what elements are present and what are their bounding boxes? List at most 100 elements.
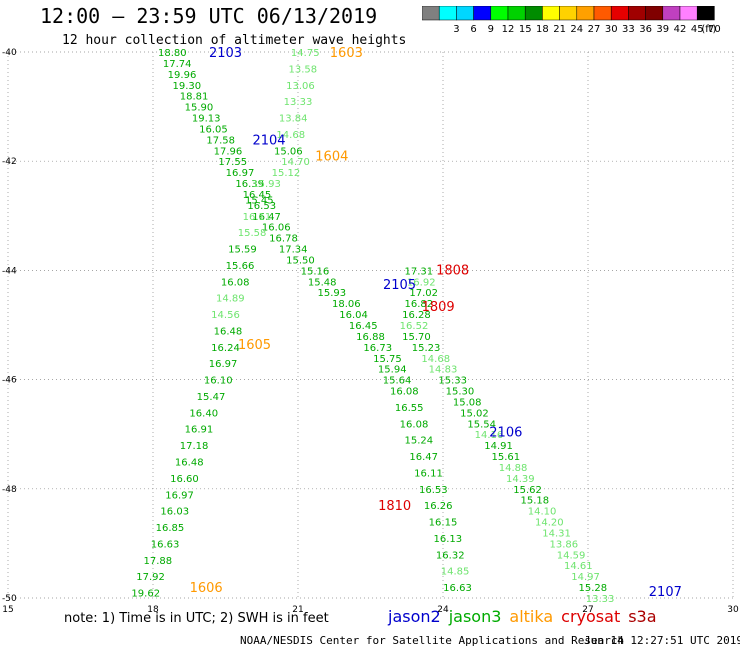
wave-height-point: 16.04 — [339, 310, 368, 321]
wave-height-point: 13.84 — [279, 114, 308, 125]
wave-height-point: 17.92 — [136, 572, 165, 583]
wave-height-point: 13.33 — [284, 97, 313, 108]
y-tick-label: -44 — [2, 266, 17, 276]
wave-height-point: 15.54 — [467, 419, 496, 430]
colorbar-tick-label: 70 — [708, 24, 721, 35]
chart-title: 12:00 – 23:59 UTC 06/13/2019 — [40, 4, 378, 28]
wave-height-point: 15.90 — [185, 103, 214, 114]
wave-height-point: 15.12 — [272, 168, 301, 179]
wave-height-point: 14.68 — [421, 354, 450, 365]
wave-height-point: 19.62 — [131, 589, 160, 600]
wave-height-point: 16.60 — [170, 474, 199, 485]
colorbar-tick-label: 42 — [674, 24, 687, 35]
wave-height-point: 16.97 — [209, 359, 238, 370]
wave-height-point: 14.85 — [441, 567, 470, 578]
colorbar-swatch — [696, 6, 715, 21]
wave-height-point: 17.96 — [214, 146, 243, 157]
wave-height-point: 16.63 — [443, 583, 472, 594]
wave-height-point: 15.08 — [453, 397, 482, 408]
colorbar-tick-label: 36 — [639, 24, 652, 35]
wave-height-point: 13.58 — [289, 64, 318, 75]
wave-height-point: 14.83 — [429, 365, 458, 376]
wave-height-point: 15.18 — [521, 496, 550, 507]
wave-height-point: 16.28 — [402, 310, 431, 321]
wave-height-point: 15.59 — [228, 245, 257, 256]
legend-item-s3a: s3a — [628, 607, 657, 626]
x-tick-label: 30 — [727, 605, 739, 615]
colorbar-tick-label: 12 — [502, 24, 515, 35]
wave-height-point: 15.93 — [318, 288, 347, 299]
colorbar-tick-label: 18 — [536, 24, 549, 35]
wave-height-point: 16.15 — [429, 518, 458, 529]
wave-height-point: 14.10 — [528, 507, 557, 518]
credit-line: NOAA/NESDIS Center for Satellite Applica… — [240, 634, 625, 647]
wave-height-point: 14.39 — [506, 474, 535, 485]
track-label: 1604 — [315, 150, 348, 165]
wave-height-point: 16.05 — [199, 124, 228, 135]
wave-height-point: 15.45 — [245, 195, 274, 206]
wave-height-point: 14.91 — [484, 441, 513, 452]
y-tick-label: -48 — [2, 485, 17, 495]
wave-height-point: 15.06 — [274, 146, 303, 157]
wave-height-point: 19.96 — [168, 70, 197, 81]
track-label: 1605 — [238, 338, 271, 353]
wave-height-point: 15.50 — [286, 255, 315, 266]
wave-height-point: 17.88 — [144, 556, 173, 567]
colorbar-tick-label: 45 — [691, 24, 704, 35]
wave-height-point: 16.39 — [235, 179, 264, 190]
wave-height-point: 16.45 — [243, 190, 272, 201]
wave-height-point: 17.31 — [405, 266, 434, 277]
colorbar-tick-label: 9 — [488, 24, 494, 35]
wave-height-point: 16.53 — [419, 485, 448, 496]
wave-height-point: 15.16 — [301, 266, 330, 277]
wave-height-point: 16.48 — [214, 326, 243, 337]
wave-height-point: 16.91 — [185, 425, 214, 436]
wave-height-point: 14.59 — [557, 550, 586, 561]
wave-height-point: 15.62 — [513, 485, 542, 496]
wave-height-point: 14.31 — [542, 528, 571, 539]
wave-height-point: 14.88 — [499, 463, 528, 474]
wave-height-point: 15.70 — [402, 332, 431, 343]
wave-height-point: 15.02 — [460, 408, 489, 419]
wave-height-point: 16.47 — [409, 452, 438, 463]
wave-height-point: 16.85 — [156, 523, 185, 534]
wave-height-point: 16.08 — [400, 419, 429, 430]
y-tick-label: -40 — [2, 48, 17, 58]
wave-height-point: 19.13 — [192, 114, 221, 125]
x-tick-label: 24 — [437, 605, 449, 615]
track-label: 2105 — [383, 278, 416, 293]
x-tick-label: 21 — [292, 605, 303, 615]
wave-height-point: 13.06 — [286, 81, 315, 92]
x-tick-label: 27 — [582, 605, 593, 615]
wave-height-point: 15.30 — [446, 387, 475, 398]
wave-height-point: 14.89 — [216, 294, 245, 305]
wave-height-point: 15.94 — [378, 365, 407, 376]
wave-height-point: 16.48 — [175, 458, 204, 469]
wave-height-point: 16.88 — [356, 332, 385, 343]
track-label: 1603 — [330, 46, 363, 61]
wave-height-point: 16.53 — [247, 201, 276, 212]
wave-height-point: 16.52 — [400, 321, 429, 332]
wave-height-point: 16.73 — [363, 343, 392, 354]
wave-height-point: 16.08 — [221, 277, 250, 288]
wave-height-point: 16.97 — [226, 168, 255, 179]
wave-height-point: 17.55 — [218, 157, 247, 168]
colorbar-tick-label: 24 — [570, 24, 583, 35]
wave-height-point: 14.61 — [564, 561, 593, 572]
wave-height-point: 15.48 — [308, 277, 337, 288]
colorbar-tick-label: 33 — [622, 24, 635, 35]
legend-item-jason3: jason3 — [448, 607, 502, 626]
wave-height-point: 16.13 — [434, 534, 463, 545]
wave-height-point: 16.10 — [204, 376, 233, 387]
wave-height-point: 15.28 — [579, 583, 608, 594]
track-label: 1809 — [422, 300, 455, 315]
y-tick-label: -50 — [2, 594, 17, 604]
track-label: 2103 — [209, 46, 242, 61]
wave-height-point: 13.86 — [550, 539, 579, 550]
track-label: 2106 — [489, 425, 522, 440]
wave-height-point: 16.40 — [189, 408, 218, 419]
wave-height-point: 13.33 — [586, 594, 615, 605]
wave-height-point: 15.33 — [438, 376, 467, 387]
wave-height-point: 16.26 — [424, 501, 453, 512]
wave-height-point: 14.68 — [276, 130, 305, 141]
